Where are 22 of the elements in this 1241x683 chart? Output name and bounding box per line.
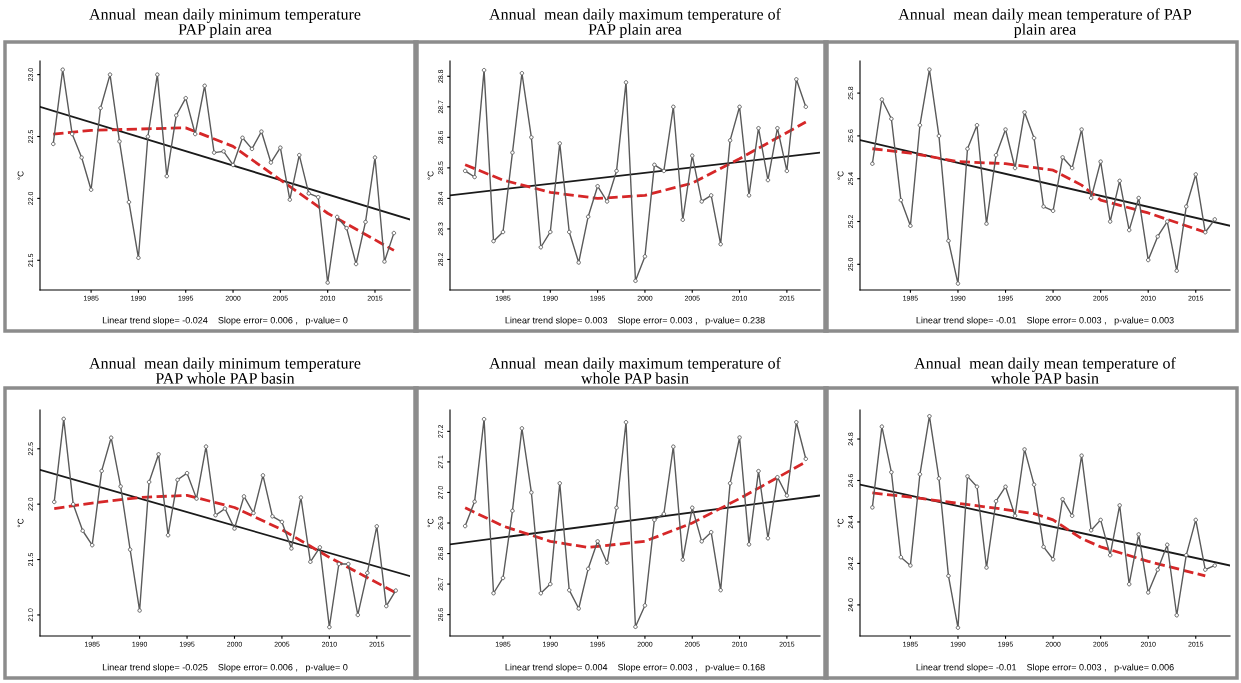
chart-title: Annual mean daily minimum temperature PAP whole PAP basin: [89, 357, 361, 384]
y-axis-title: °C: [427, 518, 434, 528]
chart-title: Annual mean daily maximum temperature of whole PAP basin: [489, 357, 781, 384]
y-axis-title: °C: [427, 171, 434, 180]
text: Linear trend slope= -0.01 Slope error= 0.003 , p-value= 0.006: [916, 663, 1174, 673]
y-axis-title: °C: [837, 518, 844, 528]
text: Linear trend slope= 0.003 Slope error= 0.003 , p-value= 0.238: [505, 316, 765, 326]
y-axis-title: °C: [17, 171, 24, 180]
text: Linear trend slope= -0.024 Slope error= 0.006 , p-value= 0: [102, 316, 348, 326]
line-series: [51, 126, 396, 252]
text: Linear trend slope= -0.01 Slope error= 0.003 , p-value= 0.003: [916, 316, 1174, 326]
chart-title: Annual mean daily mean temperature of whole PAP basin: [914, 357, 1176, 384]
chart-title: Annual mean daily minimum temperature PAP plain area: [89, 8, 361, 39]
text: Linear trend slope= -0.025 Slope error= 0.006 , p-value= 0: [102, 663, 348, 673]
y-axis-title: °C: [837, 171, 844, 180]
text: Linear trend slope= 0.004 Slope error= 0.003 , p-value= 0.168: [505, 663, 765, 673]
chart-title: Annual mean daily maximum temperature of PAP plain area: [489, 8, 781, 39]
chart-title: Annual mean daily mean temperature of PAP plain area: [898, 8, 1192, 39]
line-series: [463, 120, 808, 200]
line-series: [870, 491, 1207, 578]
line-series: [870, 147, 1207, 234]
y-axis-title: °C: [17, 518, 24, 528]
